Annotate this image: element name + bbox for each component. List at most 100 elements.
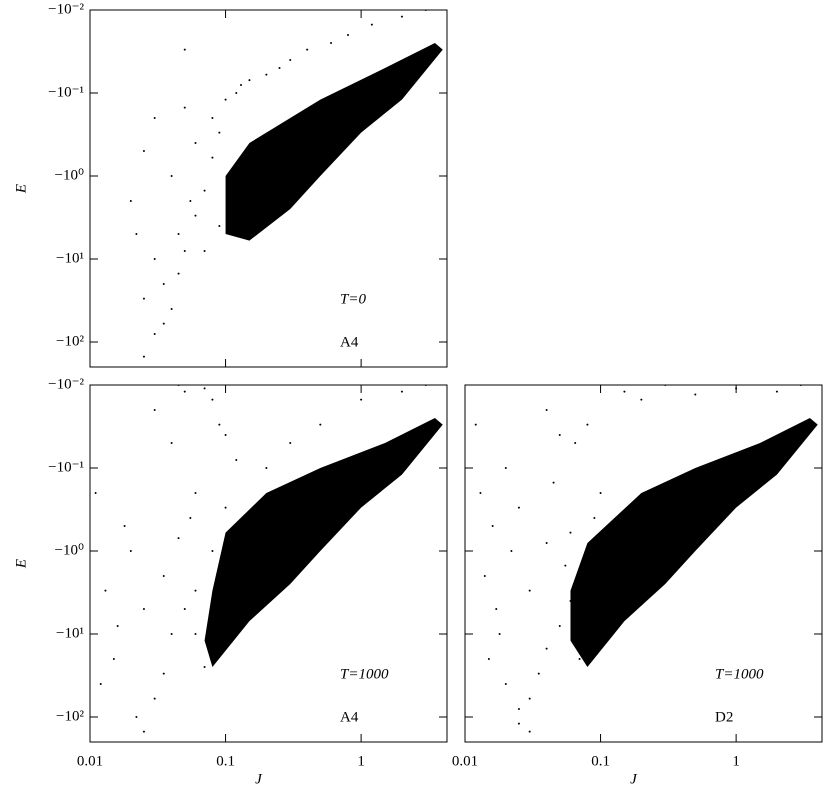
- point: [162, 322, 165, 325]
- point: [153, 258, 156, 261]
- point: [586, 574, 589, 577]
- point: [162, 672, 165, 675]
- point: [194, 589, 197, 592]
- point: [578, 657, 581, 660]
- frame: [464, 384, 823, 743]
- point: [177, 537, 180, 540]
- y-tick-label: −10⁻¹: [48, 459, 84, 475]
- panel-label: D2: [715, 709, 733, 725]
- point: [194, 633, 197, 636]
- point: [599, 491, 602, 494]
- point: [558, 624, 561, 627]
- point: [504, 682, 507, 685]
- point: [564, 564, 567, 567]
- x-tick-label: 1: [732, 753, 740, 769]
- point: [129, 199, 132, 202]
- y-tick-label: −10¹: [56, 250, 84, 266]
- annotation: T=1000: [340, 666, 389, 682]
- point: [278, 67, 281, 70]
- dense-region: [225, 43, 443, 241]
- y-axis-label: E: [13, 184, 29, 194]
- point: [586, 423, 589, 426]
- point: [400, 15, 403, 18]
- point: [319, 423, 322, 426]
- point: [183, 390, 186, 393]
- point: [135, 233, 138, 236]
- point: [558, 433, 561, 436]
- point: [474, 423, 477, 426]
- point: [153, 116, 156, 119]
- point: [153, 697, 156, 700]
- point: [528, 589, 531, 592]
- point: [248, 531, 251, 534]
- point: [135, 716, 138, 719]
- point: [177, 233, 180, 236]
- x-axis-label: J: [255, 771, 263, 787]
- point: [240, 83, 243, 86]
- point: [129, 550, 132, 553]
- point: [142, 150, 145, 153]
- point: [153, 408, 156, 411]
- point: [537, 672, 540, 675]
- point: [218, 131, 221, 134]
- point: [116, 624, 119, 627]
- point: [483, 574, 486, 577]
- point: [248, 79, 251, 82]
- point: [94, 491, 97, 494]
- annotation: T=0: [340, 291, 366, 307]
- point: [495, 608, 498, 611]
- point: [170, 633, 173, 636]
- point: [517, 707, 520, 710]
- point: [183, 608, 186, 611]
- point: [517, 722, 520, 725]
- point: [623, 390, 626, 393]
- point: [211, 398, 214, 401]
- point: [491, 525, 494, 528]
- point: [569, 599, 572, 602]
- point: [610, 525, 613, 528]
- point: [224, 433, 227, 436]
- point: [498, 633, 501, 636]
- point: [211, 156, 214, 159]
- point: [177, 272, 180, 275]
- point: [153, 332, 156, 335]
- point: [142, 297, 145, 300]
- y-tick-label: −10²: [56, 708, 84, 724]
- point: [224, 506, 227, 509]
- dense-region: [570, 418, 818, 668]
- point: [510, 550, 513, 553]
- point: [162, 282, 165, 285]
- point: [552, 481, 555, 484]
- point: [203, 189, 206, 192]
- point: [142, 355, 145, 358]
- point: [218, 224, 221, 227]
- point: [162, 574, 165, 577]
- dense-region: [204, 418, 443, 668]
- point: [330, 42, 333, 45]
- point: [211, 550, 214, 553]
- point: [400, 390, 403, 393]
- point: [504, 467, 507, 470]
- point: [211, 116, 214, 119]
- point: [235, 92, 238, 95]
- point: [528, 697, 531, 700]
- point: [528, 730, 531, 733]
- point: [289, 442, 292, 445]
- plot-area: [474, 385, 818, 733]
- y-tick-label: −10⁰: [55, 167, 84, 183]
- point: [593, 516, 596, 519]
- point: [194, 214, 197, 217]
- point: [775, 390, 778, 393]
- y-tick-label: −10⁻²: [48, 376, 84, 392]
- point: [694, 393, 697, 396]
- x-tick-label: 0.01: [452, 753, 478, 769]
- point: [170, 442, 173, 445]
- plot-area: [94, 385, 443, 733]
- point: [360, 398, 363, 401]
- point: [487, 657, 490, 660]
- point: [170, 307, 173, 310]
- point: [123, 525, 126, 528]
- point: [194, 141, 197, 144]
- point: [640, 398, 643, 401]
- point: [112, 657, 115, 660]
